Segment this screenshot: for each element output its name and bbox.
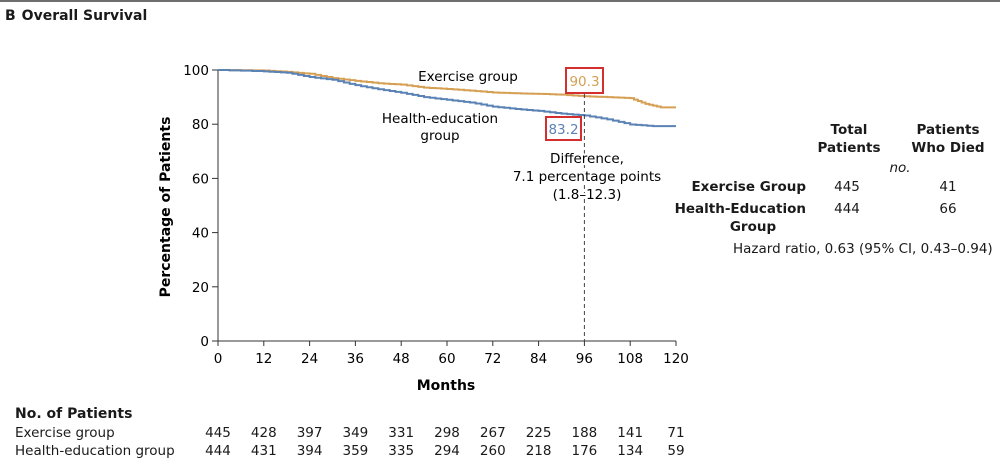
risk-value: 445 [205, 425, 231, 441]
x-tick-label: 72 [484, 351, 501, 367]
panel-title-text: Overall Survival [21, 8, 148, 24]
x-tick-label: 120 [663, 351, 689, 367]
x-tick-label: 108 [617, 351, 643, 367]
risk-value: 335 [388, 443, 415, 459]
x-tick-label: 24 [301, 351, 318, 367]
risk-value: 359 [342, 443, 369, 459]
risk-value: 431 [250, 443, 277, 459]
risk-value: 141 [617, 425, 644, 441]
y-tick-label: 100 [183, 63, 209, 79]
risk-value: 349 [342, 425, 369, 441]
x-tick-label: 60 [438, 351, 455, 367]
panel-title: B Overall Survival [5, 8, 147, 24]
risk-value: 218 [525, 443, 552, 459]
row-exercise-died: 41 [939, 179, 957, 195]
health-value-box [545, 116, 582, 141]
health-education-survival-curve [218, 69, 676, 128]
y-tick-label: 40 [192, 226, 209, 242]
x-tick-label: 12 [255, 351, 272, 367]
x-tick-label: 84 [530, 351, 547, 367]
risk-value: 188 [571, 425, 598, 441]
patients-at-risk-title: No. of Patients [15, 406, 133, 422]
exercise-curve-label: Exercise group [418, 69, 518, 85]
unit-label: no. [889, 160, 911, 176]
risk-value: 59 [667, 443, 685, 459]
col-total-header-1: Total [830, 122, 868, 138]
col-died-header-1: Patients [916, 122, 980, 138]
health-value: 83.2 [548, 122, 578, 138]
risk-value: 176 [571, 443, 598, 459]
difference-text-line3: (1.8–12.3) [553, 187, 622, 203]
risk-value: 71 [667, 425, 685, 441]
risk-row-label-exercise: Exercise group [15, 425, 115, 441]
row-health-label-2: Group [729, 219, 777, 235]
risk-value: 134 [617, 443, 644, 459]
row-health-label-1: Health-Education [674, 201, 806, 217]
top-rule [0, 0, 1000, 2]
x-tick-label: 48 [393, 351, 410, 367]
x-tick-label: 0 [214, 351, 223, 367]
x-axis-title: Months [417, 378, 476, 394]
health-curve-label-line2: group [420, 128, 459, 144]
row-health-died: 66 [939, 201, 957, 217]
risk-value: 397 [296, 425, 323, 441]
difference-text-line1: Difference, [550, 151, 624, 167]
col-total-header-2: Patients [817, 140, 881, 156]
row-exercise-label: Exercise Group [691, 179, 806, 195]
health-curve-label-line1: Health-education [382, 111, 498, 127]
y-tick-label: 20 [192, 280, 209, 296]
row-exercise-total: 445 [834, 179, 860, 195]
risk-value: 394 [296, 443, 323, 459]
y-tick-label: 60 [192, 171, 209, 187]
x-tick-label: 36 [347, 351, 364, 367]
risk-value: 331 [388, 425, 415, 441]
row-health-total: 444 [834, 201, 860, 217]
x-tick-label: 96 [576, 351, 593, 367]
risk-value: 225 [525, 425, 552, 441]
exercise-value-box [565, 67, 604, 94]
exercise-survival-curve [218, 69, 676, 109]
risk-value: 260 [479, 443, 506, 459]
risk-value: 428 [250, 425, 277, 441]
panel-letter: B [5, 8, 16, 24]
risk-value: 298 [434, 425, 460, 441]
difference-text-line2: 7.1 percentage points [513, 169, 661, 185]
exercise-value: 90.3 [569, 74, 599, 90]
y-tick-label: 80 [192, 117, 209, 133]
col-died-header-2: Who Died [911, 140, 985, 156]
risk-value: 444 [205, 443, 231, 459]
y-tick-label: 0 [200, 334, 209, 350]
risk-row-label-health: Health-education group [15, 443, 175, 459]
hazard-ratio: Hazard ratio, 0.63 (95% CI, 0.43–0.94) [733, 241, 993, 257]
risk-value: 294 [434, 443, 460, 459]
y-axis-title: Percentage of Patients [158, 117, 174, 298]
risk-value: 267 [479, 425, 506, 441]
